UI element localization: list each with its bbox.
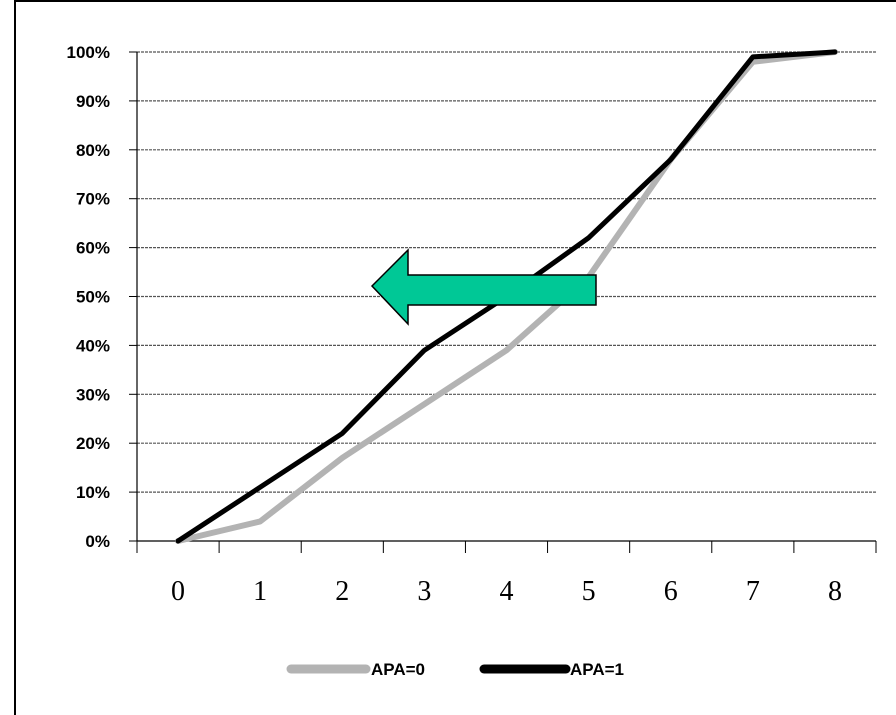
legend-label: APA=0 xyxy=(371,660,425,679)
legend: APA=0 APA=1 xyxy=(286,660,624,679)
x-tick-label: 8 xyxy=(828,576,842,607)
y-tick-label: 100% xyxy=(67,43,110,62)
x-tick-label: 0 xyxy=(171,576,185,607)
x-tick-label: 2 xyxy=(335,576,349,607)
x-axis-ticks: 0 1 2 3 4 5 6 7 8 xyxy=(136,541,877,607)
x-tick-label: 5 xyxy=(582,576,596,607)
x-tick-label: 1 xyxy=(253,576,267,607)
x-tick-label: 7 xyxy=(746,576,760,607)
y-tick-label: 60% xyxy=(76,239,110,258)
y-tick-label: 20% xyxy=(76,434,110,453)
y-tick-label: 40% xyxy=(76,336,110,355)
y-tick-label: 0% xyxy=(85,532,110,551)
legend-label: APA=1 xyxy=(570,660,624,679)
y-axis-ticks: 0% 10% 20% 30% 40% 50% 60% 70% 80% 90% 100% xyxy=(67,43,110,551)
axes xyxy=(136,52,876,542)
annotations xyxy=(370,248,597,326)
x-tick-label: 6 xyxy=(664,576,678,607)
y-tick-label: 30% xyxy=(76,385,110,404)
x-tick-label: 3 xyxy=(417,576,431,607)
x-tick-label: 4 xyxy=(500,576,514,607)
y-tick-label: 10% xyxy=(76,483,110,502)
left-arrow-annotation xyxy=(370,248,597,326)
y-tick-label: 80% xyxy=(76,141,110,160)
y-tick-label: 70% xyxy=(76,190,110,209)
y-tick-label: 50% xyxy=(76,288,110,307)
y-tick-label: 90% xyxy=(76,92,110,111)
